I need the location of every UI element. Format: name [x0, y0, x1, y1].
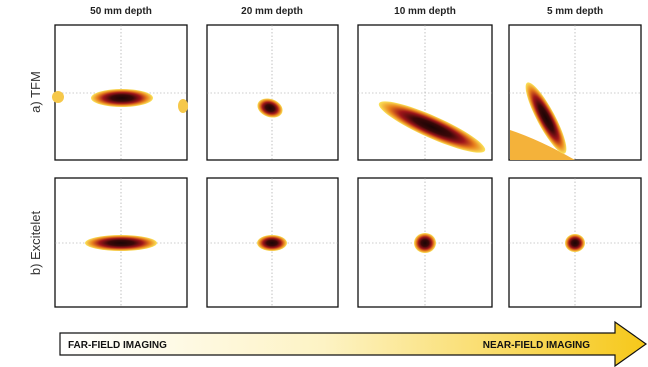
image-blob [52, 91, 64, 103]
panel [207, 25, 338, 160]
arrow-label-right: NEAR-FIELD IMAGING [483, 340, 590, 351]
panel-row-a [52, 25, 641, 161]
image-blob [85, 235, 157, 251]
panel-row-b [55, 178, 641, 307]
row-label: b) Excitelet [28, 210, 43, 275]
column-header: 50 mm depth [90, 6, 152, 17]
column-header: 5 mm depth [547, 6, 603, 17]
image-blob [565, 234, 585, 252]
column-header: 20 mm depth [241, 6, 303, 17]
figure: 50 mm depth 20 mm depth 10 mm depth 5 mm… [0, 0, 648, 367]
image-blob [414, 233, 436, 253]
image-blob [178, 99, 188, 113]
row-label: a) TFM [28, 71, 43, 113]
column-header: 10 mm depth [394, 6, 456, 17]
image-blob [257, 235, 287, 251]
image-blob [91, 89, 153, 107]
arrow: FAR-FIELD IMAGING NEAR-FIELD IMAGING [60, 322, 646, 366]
arrow-label-left: FAR-FIELD IMAGING [68, 340, 167, 351]
